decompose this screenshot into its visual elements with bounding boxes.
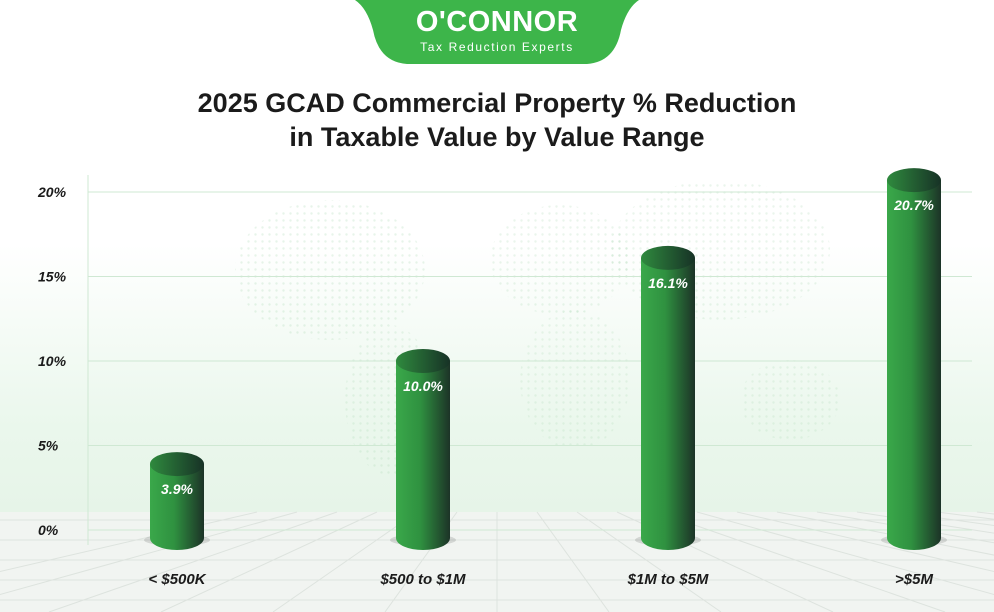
chart-title-line-2: in Taxable Value by Value Range: [289, 122, 705, 152]
bar-body: [641, 257, 695, 550]
y-tick-label: 0%: [38, 522, 59, 538]
y-tick-label: 20%: [37, 184, 67, 200]
gridlines: [88, 191, 972, 531]
x-tick-label: >$5M: [895, 571, 933, 588]
bar: 20.7%: [881, 168, 947, 551]
y-tick-label: 5%: [38, 438, 59, 454]
world-map-background: [235, 180, 840, 475]
bar-body: [396, 361, 450, 550]
bar-top: [150, 452, 204, 477]
chart-title: 2025 GCAD Commercial Property % Reductio…: [0, 86, 994, 154]
bar: 3.9%: [144, 452, 210, 550]
y-axis: 0% 5% 10% 15% 20%: [37, 175, 89, 545]
bar-body: [150, 464, 204, 550]
bar-top: [887, 168, 941, 193]
x-tick-label: $500 to $1M: [379, 571, 466, 588]
floor-perspective-grid: [0, 511, 994, 612]
brand-name: O'CONNOR: [415, 6, 579, 38]
brand-logo: O'CONNOR Tax Reduction Experts: [355, 0, 639, 64]
bar: 16.1%: [635, 245, 701, 550]
data-label: 10.0%: [403, 378, 443, 394]
bar: 10.0%: [390, 349, 456, 550]
bars: 3.9% 10.0% 16.1% 20.7%: [144, 168, 947, 551]
data-label: 16.1%: [648, 275, 688, 291]
x-tick-label: $1M to $5M: [627, 571, 709, 588]
y-tick-label: 15%: [38, 269, 67, 285]
x-axis: < $500K $500 to $1M $1M to $5M >$5M: [148, 571, 933, 588]
brand-tagline: Tax Reduction Experts: [420, 40, 574, 54]
bar-body: [887, 180, 941, 551]
chart-title-line-1: 2025 GCAD Commercial Property % Reductio…: [197, 88, 797, 118]
bar-top: [396, 349, 450, 373]
x-tick-label: < $500K: [148, 571, 206, 588]
logo-tab-shape: [355, 0, 639, 64]
data-label: 3.9%: [161, 481, 193, 497]
bar-top: [641, 245, 695, 270]
data-label: 20.7%: [893, 197, 934, 213]
y-tick-label: 10%: [38, 353, 67, 369]
